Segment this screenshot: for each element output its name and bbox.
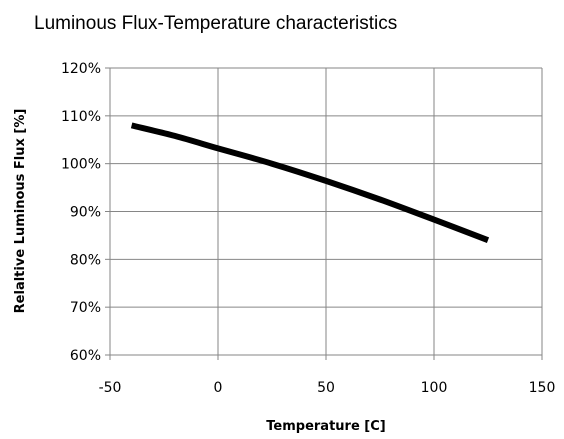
- gridlines: [110, 67, 543, 355]
- y-tick-label: 60%: [70, 348, 101, 364]
- x-tick-label: 0: [214, 380, 223, 396]
- x-tick-labels: -50 0 50 100 150: [99, 380, 556, 396]
- x-tick-label: -50: [99, 380, 122, 396]
- series-group: [130, 122, 490, 244]
- y-tick-label: 90%: [70, 205, 101, 221]
- series-line: [130, 122, 490, 244]
- x-tick-label: 100: [421, 380, 448, 396]
- chart-title: Luminous Flux-Temperature characteristic…: [34, 13, 397, 34]
- x-tick-label: 50: [317, 380, 335, 396]
- x-tick-label: 150: [529, 380, 556, 396]
- y-tick-labels: 60% 70% 80% 90% 100% 110% 120%: [61, 61, 101, 364]
- y-tick-label: 110%: [61, 109, 101, 125]
- y-tick-label: 80%: [70, 252, 101, 268]
- y-axis-label: Relaltive Luminous Flux [%]: [13, 109, 28, 314]
- axes: [105, 67, 543, 360]
- y-tick-label: 120%: [61, 61, 101, 77]
- y-tick-label: 100%: [61, 157, 101, 173]
- x-axis-label: Temperature [C]: [266, 419, 385, 434]
- y-tick-label: 70%: [70, 300, 101, 316]
